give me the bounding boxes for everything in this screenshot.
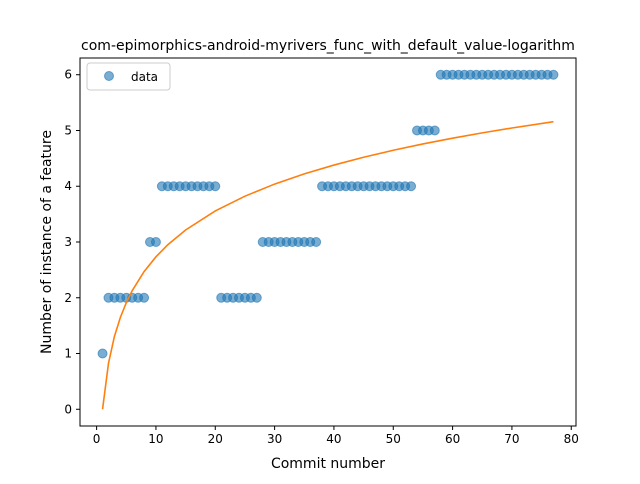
x-tick-label: 40	[326, 432, 341, 446]
y-tick-label: 5	[64, 123, 72, 137]
data-point	[406, 181, 417, 192]
y-axis-label: Number of instance of a feature	[39, 130, 55, 354]
data-point	[150, 237, 161, 247]
y-tick-label: 1	[64, 347, 72, 361]
plot-area	[97, 69, 559, 410]
y-tick-label: 2	[64, 291, 72, 305]
x-tick-label: 70	[504, 432, 519, 446]
legend-marker-data	[104, 71, 114, 81]
y-tick-label: 0	[64, 402, 72, 416]
data-point	[429, 125, 440, 136]
y-tick-label: 4	[64, 179, 72, 193]
x-tick-label: 0	[93, 432, 101, 446]
data-point	[251, 292, 262, 303]
x-tick-label: 20	[208, 432, 223, 446]
legend: data	[86, 62, 171, 91]
fit-line	[101, 120, 554, 410]
x-tick-label: 30	[267, 432, 282, 446]
data-point	[210, 181, 221, 192]
y-tick-label: 6	[64, 68, 72, 82]
x-tick-label: 80	[564, 432, 579, 446]
x-axis-label: Commit number	[271, 456, 385, 472]
legend-label-data: data	[131, 70, 158, 84]
data-point	[139, 292, 150, 303]
x-tick-label: 10	[148, 432, 163, 446]
chart-title: com-epimorphics-android-myrivers_func_wi…	[81, 38, 575, 54]
data-point	[548, 69, 559, 80]
x-tick-label: 60	[445, 432, 460, 446]
axes: 0 10 20 30 40 50 60 70 80 0 1 2 3 4 5 6	[64, 57, 579, 446]
y-tick-label: 3	[64, 235, 72, 249]
legend-frame	[86, 62, 171, 91]
data-point	[311, 237, 322, 247]
data-point	[97, 348, 108, 359]
x-tick-label: 50	[386, 432, 401, 446]
